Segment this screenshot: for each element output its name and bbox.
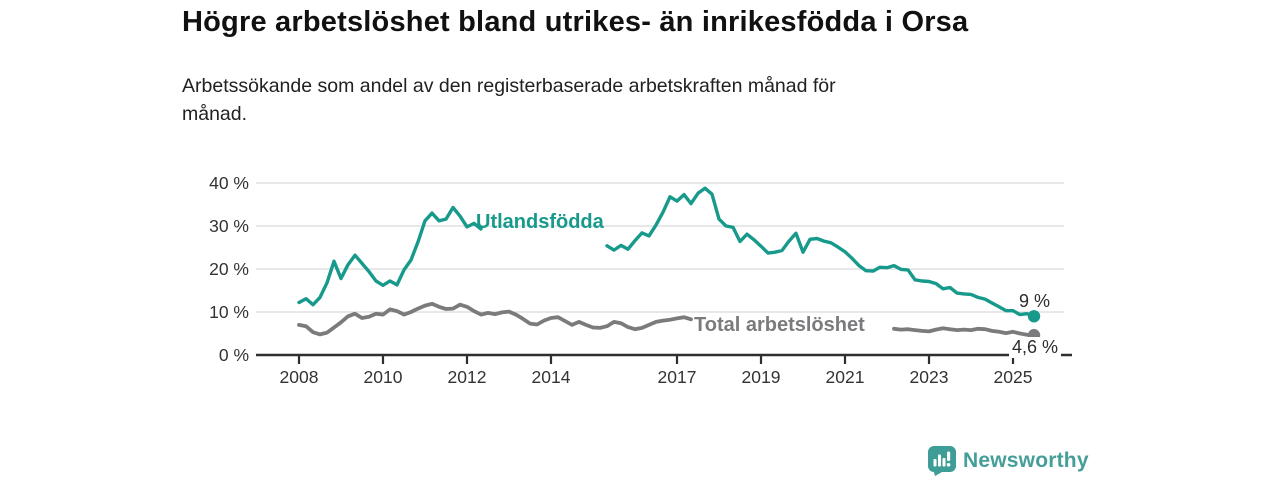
y-tick-label: 30 % [209, 216, 249, 236]
series-line-total-arbetsloshet [297, 301, 1036, 338]
series-line-utlandsfodda [297, 186, 1036, 318]
page-title: Högre arbetslöshet bland utrikes- än inr… [182, 6, 969, 38]
brand-logo-text: Newsworthy [963, 449, 1089, 472]
x-tick-label: 2021 [826, 367, 865, 387]
x-tick-label: 2012 [448, 367, 487, 387]
brand-logo: Newsworthy [928, 446, 1089, 476]
series-label-utlandsfodda: Utlandsfödda [476, 211, 604, 233]
x-tick-label: 2010 [364, 367, 403, 387]
newsworthy-speech-bubble-barchart-icon [928, 446, 956, 476]
x-tick-label: 2008 [280, 367, 319, 387]
x-tick-label: 2019 [742, 367, 781, 387]
page-subtitle: Arbetssökande som andel av den registerb… [182, 75, 836, 125]
y-tick-label: 40 % [209, 173, 249, 193]
x-tick-label: 2014 [532, 367, 571, 387]
y-tick-label: 0 % [219, 345, 249, 365]
x-tick-label: 2025 [994, 367, 1033, 387]
end-dot-utlandsfodda [1027, 310, 1041, 323]
series-label-total-arbetsloshet: Total arbetslöshet [694, 314, 865, 336]
end-value-label-utlandsfodda: 9 % [1019, 291, 1051, 311]
y-tick-label: 20 % [209, 259, 249, 279]
x-tick-label: 2017 [658, 367, 697, 387]
y-tick-label: 10 % [209, 302, 249, 322]
x-tick-label: 2023 [910, 367, 949, 387]
end-value-label-total: 4,6 % [1009, 337, 1062, 358]
